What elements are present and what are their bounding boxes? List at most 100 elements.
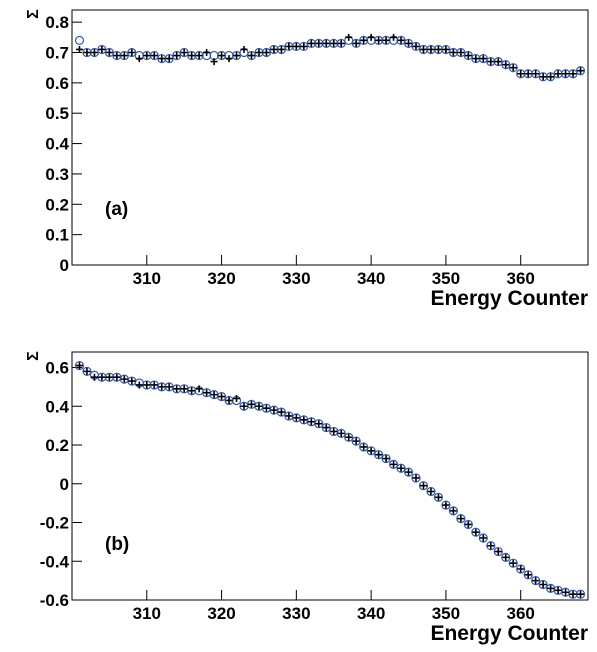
data-point — [246, 50, 257, 61]
data-point — [179, 47, 189, 58]
data-point — [442, 501, 450, 509]
y-tick-label: 0.1 — [45, 226, 69, 245]
data-point — [98, 45, 106, 53]
data-point — [128, 377, 136, 385]
data-point — [345, 33, 353, 41]
data-point — [158, 55, 166, 63]
data-point — [493, 546, 503, 557]
data-point — [396, 463, 406, 473]
data-point — [464, 520, 472, 528]
data-point — [419, 482, 427, 490]
y-tick-label: 0.5 — [45, 104, 69, 123]
data-point — [390, 33, 398, 41]
y-tick-label: 0 — [60, 475, 69, 494]
data-point — [403, 38, 414, 48]
data-point — [322, 424, 330, 432]
data-point — [150, 381, 158, 389]
data-point — [359, 442, 369, 452]
data-point — [285, 412, 293, 420]
data-point — [315, 420, 323, 428]
x-axis-label: Energy Counter — [430, 622, 588, 645]
data-point — [569, 590, 577, 598]
data-point — [405, 39, 413, 47]
data-point — [143, 52, 151, 60]
data-point — [426, 486, 436, 497]
data-point — [225, 396, 233, 404]
data-point — [262, 49, 270, 56]
data-point — [113, 52, 121, 60]
data-point — [479, 55, 487, 63]
data-point — [233, 395, 241, 402]
data-point — [150, 52, 158, 60]
data-point — [75, 45, 83, 53]
data-point — [165, 55, 173, 63]
data-point — [487, 542, 495, 550]
data-point — [75, 362, 83, 370]
data-point — [463, 519, 473, 530]
data-point — [486, 541, 496, 551]
data-point — [247, 400, 255, 408]
data-point — [405, 468, 413, 476]
data-point — [456, 514, 466, 524]
data-point — [330, 39, 338, 47]
data-point — [403, 467, 414, 477]
data-point — [396, 35, 406, 45]
data-point — [509, 559, 517, 567]
data-point — [135, 55, 143, 63]
data-point — [262, 404, 270, 412]
data-point — [539, 581, 547, 588]
data-point — [127, 47, 137, 58]
data-point — [210, 58, 218, 66]
data-point — [195, 52, 203, 60]
x-tick-label: 330 — [282, 269, 310, 288]
data-point — [412, 42, 420, 50]
data-point — [508, 558, 518, 568]
data-point — [135, 381, 143, 389]
data-point — [277, 408, 285, 416]
x-tick-label: 340 — [357, 269, 385, 288]
y-tick-label: 0.6 — [45, 359, 69, 378]
data-point — [105, 49, 113, 56]
data-point — [292, 42, 300, 50]
data-point — [188, 387, 196, 395]
data-point — [218, 52, 226, 60]
data-point — [307, 39, 315, 47]
data-point — [427, 488, 435, 495]
data-point — [434, 493, 442, 501]
data-point — [516, 564, 526, 574]
y-tick-label: 0.4 — [45, 397, 69, 416]
data-point — [321, 422, 331, 433]
y-tick-label: 0.4 — [45, 135, 69, 154]
data-point — [90, 49, 98, 56]
data-point — [382, 455, 390, 463]
data-point — [180, 49, 188, 56]
data-point — [128, 49, 136, 56]
y-tick-label: 0.6 — [45, 74, 69, 93]
data-point — [337, 429, 345, 437]
y-tick-label: -0.4 — [40, 552, 70, 571]
plot-frame — [71, 351, 589, 601]
data-point — [448, 506, 458, 516]
data-point — [158, 383, 166, 391]
data-point — [577, 590, 585, 598]
data-point — [314, 419, 324, 429]
data-point — [523, 570, 533, 580]
data-point — [360, 443, 368, 451]
data-point — [524, 70, 532, 78]
data-point — [247, 52, 255, 60]
data-point — [351, 38, 361, 48]
data-point — [478, 533, 488, 543]
panel-label: (b) — [105, 534, 129, 555]
x-tick-label: 340 — [357, 604, 385, 623]
data-point — [210, 391, 218, 399]
data-point — [547, 584, 555, 592]
data-point — [517, 70, 525, 78]
x-tick-label: 320 — [207, 604, 235, 623]
data-point — [285, 42, 293, 50]
data-point — [501, 552, 511, 562]
data-point — [433, 492, 444, 502]
data-point — [143, 381, 151, 389]
data-point — [375, 451, 383, 459]
data-point — [172, 50, 182, 61]
data-point — [367, 447, 375, 455]
